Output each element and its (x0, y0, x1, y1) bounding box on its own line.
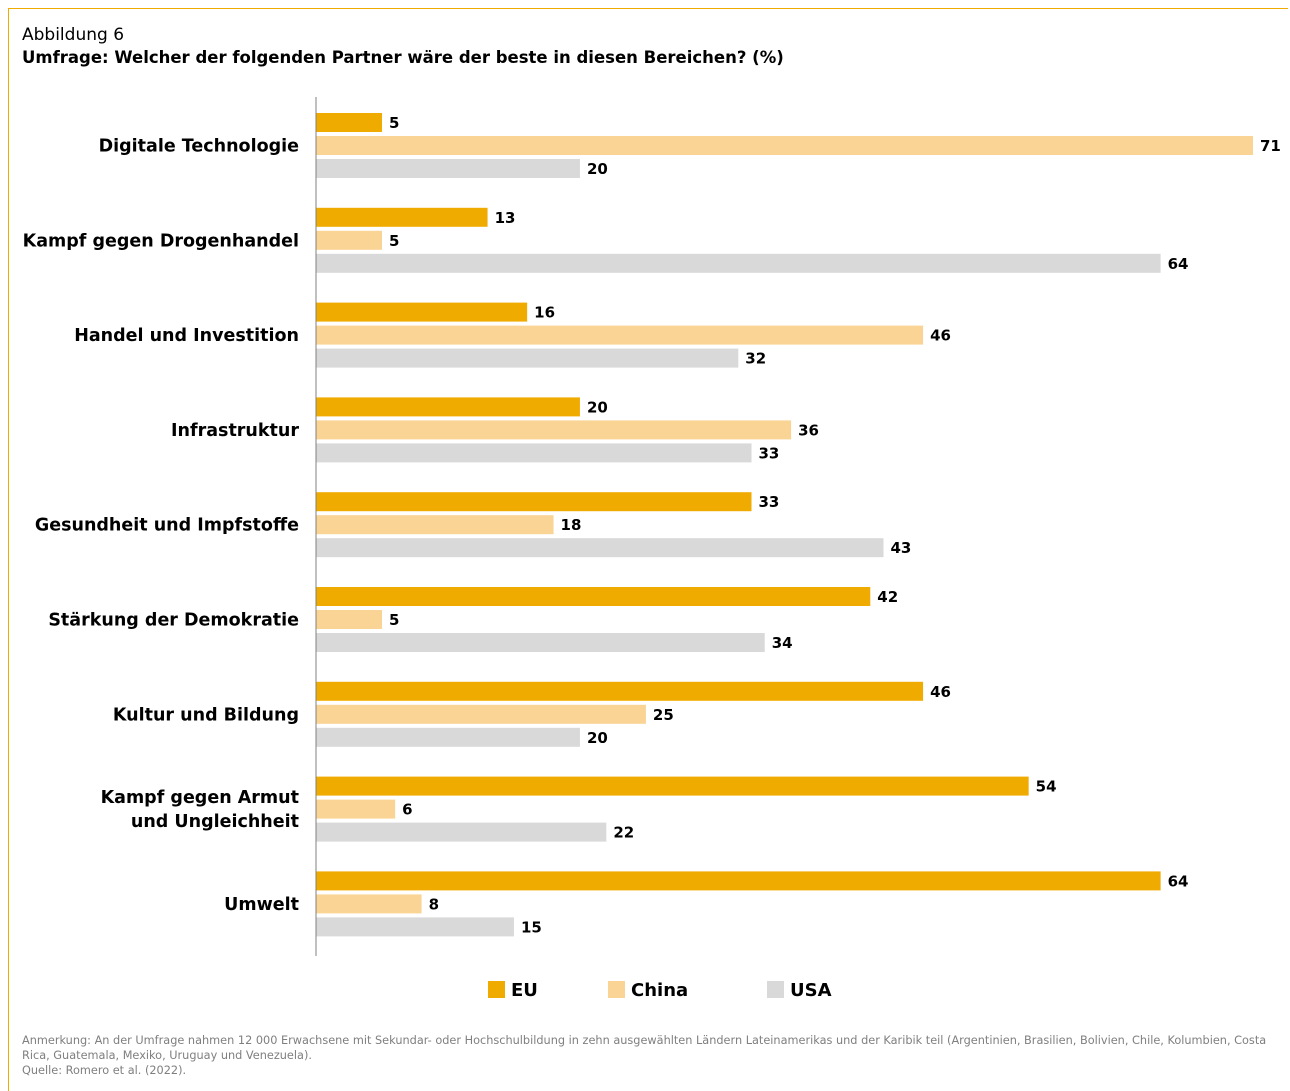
data-label: 5 (389, 114, 399, 132)
bar-china (316, 515, 554, 535)
data-label: 71 (1260, 137, 1281, 155)
data-label: 32 (745, 350, 766, 368)
bar-eu (316, 492, 752, 512)
bar-china (316, 799, 396, 819)
data-label: 43 (890, 539, 911, 557)
data-label: 20 (587, 398, 608, 416)
data-label: 8 (429, 895, 439, 913)
category-label: Gesundheit und Impfstoffe (35, 516, 299, 536)
data-label: 15 (521, 918, 542, 936)
bar-chart: Digitale Technologie 5 71 20 Kampf gegen Dro… (23, 97, 1281, 1001)
data-label: 64 (1168, 255, 1189, 273)
data-label: 36 (798, 421, 819, 439)
bar-china (316, 704, 646, 724)
data-label: 20 (587, 729, 608, 747)
bar-usa (316, 917, 514, 937)
bar-usa (316, 159, 580, 178)
bar-china (316, 894, 422, 914)
data-label: 33 (759, 493, 780, 511)
category-label: Kampf gegen Drogenhandel (23, 231, 299, 251)
figure-label: Abbildung 6 (22, 25, 125, 45)
bar-eu (316, 681, 924, 701)
category-label: Kultur und Bildung (113, 705, 299, 725)
category-label: und Ungleichheit (131, 812, 299, 832)
category-label: Kampf gegen Armut (101, 788, 299, 808)
bar-usa (316, 538, 884, 558)
category-label: Umwelt (224, 895, 299, 915)
bar-eu (316, 207, 488, 227)
bar-usa (316, 443, 752, 463)
legend-label-eu: EU (511, 980, 538, 1001)
bar-china (316, 325, 924, 345)
data-label: 34 (772, 634, 793, 652)
data-label: 33 (759, 444, 780, 462)
category-label: Digitale Technologie (99, 137, 300, 157)
legend-label-china: China (631, 980, 688, 1001)
bar-eu (316, 871, 1161, 891)
legend-swatch-usa (767, 981, 784, 998)
legend-swatch-eu (488, 981, 505, 998)
data-label: 46 (930, 327, 951, 345)
data-label: 46 (930, 683, 951, 701)
bar-eu (316, 587, 871, 606)
category-label: Stärkung der Demokratie (48, 611, 299, 631)
bar-china (316, 136, 1253, 155)
data-label: 18 (561, 516, 582, 534)
legend-label-usa: USA (790, 980, 832, 1001)
legend-swatch-china (608, 981, 625, 998)
data-label: 25 (653, 706, 674, 724)
data-label: 5 (389, 232, 399, 250)
note-anmerkung: Anmerkung: An der Umfrage nahmen 12 000 … (22, 1034, 1267, 1062)
bar-usa (316, 727, 580, 747)
bar-usa (316, 633, 765, 652)
bar-eu (316, 397, 580, 417)
bar-china (316, 610, 382, 629)
bar-eu (316, 113, 382, 132)
category-label: Handel und Investition (74, 326, 299, 346)
data-label: 22 (613, 824, 634, 842)
bar-usa (316, 348, 739, 368)
bar-eu (316, 302, 528, 322)
chart-notes: Anmerkung: An der Umfrage nahmen 12 000 … (22, 1033, 1280, 1078)
bar-china (316, 420, 792, 440)
bar-usa (316, 822, 607, 842)
data-label: 20 (587, 160, 608, 178)
bar-usa (316, 253, 1161, 273)
data-label: 6 (402, 801, 412, 819)
data-label: 64 (1168, 872, 1189, 890)
data-label: 16 (534, 304, 555, 322)
bar-china (316, 230, 382, 250)
data-label: 13 (495, 209, 516, 227)
category-label: Infrastruktur (171, 421, 299, 441)
figure-frame (8, 8, 1288, 1091)
bar-eu (316, 776, 1029, 796)
data-label: 54 (1036, 778, 1057, 796)
data-label: 42 (877, 588, 898, 606)
data-label: 5 (389, 611, 399, 629)
note-quelle: Quelle: Romero et al. (2022). (22, 1064, 187, 1077)
chart-title: Umfrage: Welcher der folgenden Partner w… (22, 48, 784, 67)
